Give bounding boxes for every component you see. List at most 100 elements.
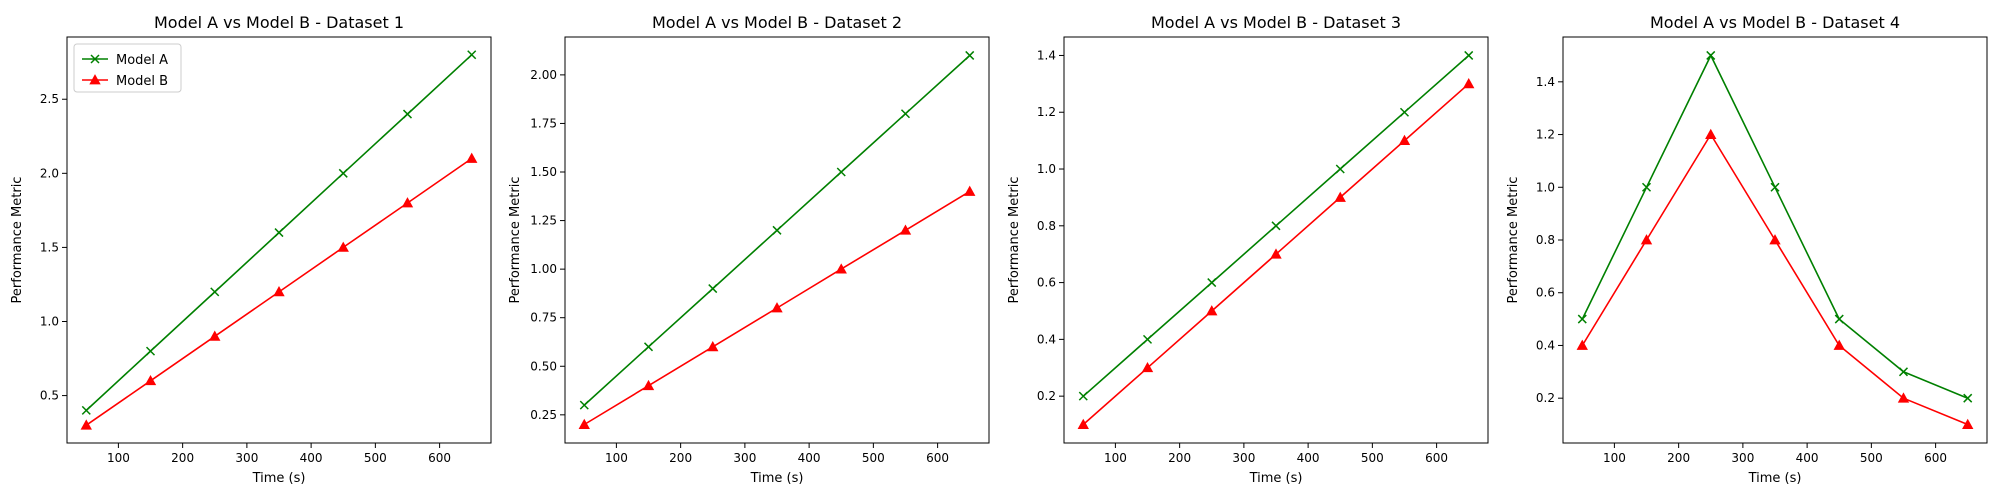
x-tick-label: 200 (1168, 451, 1191, 465)
y-axis-label: Performance Metric (1007, 177, 1022, 304)
data-point-model-b (1897, 392, 1910, 403)
data-point-model-a (708, 284, 718, 294)
x-tick-label: 600 (428, 451, 451, 465)
data-point-model-b (1398, 134, 1411, 146)
y-axis-label: Performance Metric (10, 177, 25, 304)
y-tick-label: 2.5 (40, 92, 59, 106)
x-tick-label: 500 (862, 451, 885, 465)
series-line-model-a (1581, 53, 1969, 399)
x-tick-label: 600 (926, 451, 949, 465)
data-point-model-a (338, 168, 348, 178)
data-point-model-b (964, 185, 976, 196)
x-tick-label: 500 (1361, 451, 1384, 465)
legend-marker-model-b (89, 74, 101, 85)
data-point-model-b (1769, 234, 1781, 245)
x-tick-label: 500 (364, 451, 387, 465)
y-tick-label: 0.4 (1037, 332, 1056, 346)
data-point-model-b (835, 263, 847, 274)
x-tick-label: 500 (1860, 451, 1883, 465)
data-point-model-b (401, 197, 414, 208)
x-tick-label: 300 (235, 451, 258, 465)
chart-panel-4: Model A vs Model B - Dataset 4 100 200 300 4… (1506, 13, 1988, 486)
y-tick-label: 1.2 (1536, 128, 1555, 142)
data-point-model-a (1898, 367, 1909, 377)
plot-area-frame (66, 36, 492, 444)
y-tick-label: 1.25 (530, 214, 557, 228)
data-point-model-a (900, 109, 911, 119)
data-point-model-a (1834, 314, 1844, 324)
data-point-model-b (1077, 418, 1089, 429)
chart-panel-3: Model A vs Model B - Dataset 3 100 200 300 4… (1007, 13, 1489, 486)
y-tick-label: 0.8 (1037, 219, 1056, 233)
data-point-model-a (965, 50, 975, 60)
y-tick-label: 1.75 (530, 116, 557, 130)
data-point-model-b (1833, 339, 1845, 350)
x-tick-label: 600 (1924, 451, 1947, 465)
y-tick-label: 1.00 (530, 262, 557, 276)
data-point-model-b (1705, 128, 1717, 139)
data-point-model-a (210, 287, 220, 297)
y-tick-label: 0.2 (1037, 389, 1056, 403)
data-point-model-a (1078, 391, 1088, 401)
legend-label-model-b: Model B (116, 74, 168, 89)
data-point-model-b (1141, 361, 1154, 373)
data-point-model-a (1641, 182, 1652, 192)
data-point-model-b (1962, 418, 1974, 429)
data-point-model-a (467, 50, 477, 60)
data-point-model-a (1207, 278, 1217, 288)
y-tick-label: 1.0 (1536, 180, 1555, 194)
data-point-model-b (578, 418, 590, 429)
y-tick-label: 0.8 (1536, 233, 1555, 247)
y-tick-label: 1.0 (40, 314, 59, 328)
series-line-model-b (1581, 132, 1969, 426)
x-tick-label: 300 (733, 451, 756, 465)
data-point-model-b (1576, 339, 1588, 350)
y-tick-label: 0.2 (1536, 391, 1555, 405)
data-point-model-a (1399, 107, 1410, 117)
y-tick-label: 0.75 (530, 311, 557, 325)
x-tick-label: 100 (1603, 451, 1626, 465)
data-point-model-a (274, 228, 284, 238)
y-tick-label: 1.4 (1037, 48, 1056, 62)
x-axis-label: Time (s) (1249, 471, 1303, 486)
y-tick-label: 0.50 (530, 359, 557, 373)
y-axis-label: Performance Metric (1506, 177, 1521, 304)
chart-title: Model A vs Model B - Dataset 4 (1650, 13, 1900, 32)
plot-area-frame (1063, 36, 1489, 444)
x-tick-label: 100 (107, 451, 130, 465)
data-point-model-b (642, 379, 655, 391)
data-point-model-b (771, 302, 783, 313)
data-point-model-a (1577, 314, 1587, 324)
data-point-model-a (772, 225, 782, 235)
data-point-model-a (1271, 221, 1281, 231)
data-point-model-b (273, 286, 285, 297)
x-tick-label: 400 (1796, 451, 1819, 465)
chart-panel-2: Model A vs Model B - Dataset 2 100 200 300 4… (508, 13, 990, 486)
plot-area-frame (564, 36, 990, 444)
data-point-model-a (1706, 50, 1716, 60)
x-tick-label: 300 (1731, 451, 1754, 465)
x-tick-label: 400 (1297, 451, 1320, 465)
legend-label-model-a: Model A (116, 53, 168, 68)
legend: Model A Model B (73, 43, 182, 93)
y-tick-label: 0.6 (1037, 276, 1056, 290)
data-point-model-b (80, 419, 92, 430)
data-point-model-a (1963, 393, 1973, 403)
data-point-model-b (466, 152, 478, 163)
data-point-model-b (1270, 248, 1282, 259)
data-point-model-a (145, 346, 156, 356)
data-point-model-a (836, 167, 846, 177)
y-tick-label: 2.00 (530, 68, 557, 82)
y-tick-label: 1.5 (40, 240, 59, 254)
data-point-model-b (1334, 191, 1346, 202)
x-tick-label: 300 (1232, 451, 1255, 465)
data-point-model-b (337, 241, 349, 252)
data-point-model-a (643, 342, 654, 352)
chart-title: Model A vs Model B - Dataset 1 (154, 13, 404, 32)
data-point-model-a (1464, 50, 1474, 60)
data-point-model-b (1463, 78, 1475, 89)
y-tick-label: 1.2 (1037, 105, 1056, 119)
chart-title: Model A vs Model B - Dataset 2 (652, 13, 902, 32)
y-tick-label: 1.0 (1037, 162, 1056, 176)
